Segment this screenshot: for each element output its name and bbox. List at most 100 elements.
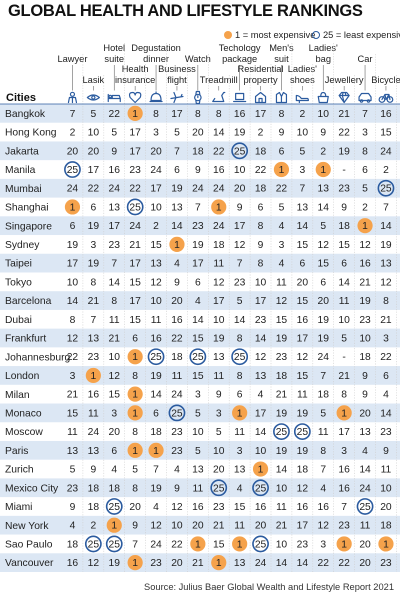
rank-cell: 7 xyxy=(383,202,389,213)
rank-cell: 12 xyxy=(380,277,392,288)
rank-cell: 11 xyxy=(192,483,203,494)
least-expensive-marker xyxy=(252,479,269,497)
rank-cell: 15 xyxy=(192,334,204,345)
rank-cell: 11 xyxy=(88,408,99,419)
house-icon xyxy=(254,91,267,104)
rank-cell: 14 xyxy=(359,465,371,476)
rank-cell: 25 xyxy=(150,352,162,363)
row-band xyxy=(0,104,400,123)
legend-most-label: 1 = most expensive xyxy=(235,30,316,40)
cities-header: Cities xyxy=(6,92,36,104)
rank-cell: 18 xyxy=(192,146,204,157)
rank-cell: 14 xyxy=(276,558,288,569)
rank-cell: 3 xyxy=(320,539,326,550)
rank-cell: 6 xyxy=(132,334,138,345)
rank-cell: 14 xyxy=(338,277,350,288)
most-expensive-marker xyxy=(252,461,269,477)
rank-cell: 10 xyxy=(171,521,183,532)
rank-cell: 15 xyxy=(150,240,162,251)
rank-cell: 5 xyxy=(299,146,305,157)
rank-cell: 8 xyxy=(132,427,138,438)
column-header-label: shoes xyxy=(290,75,315,85)
rank-cell: 14 xyxy=(255,334,267,345)
city-name: Johannesburg xyxy=(5,352,71,363)
rank-cell: 20 xyxy=(318,296,330,307)
rank-cell: 9 xyxy=(90,465,96,476)
rank-cell: 3 xyxy=(90,240,96,251)
column-header-bicycle: Bicycle xyxy=(371,75,400,85)
legend-most: 1 = most expensive xyxy=(224,30,315,40)
column-header-label: Business xyxy=(158,64,196,74)
rank-cell: 15 xyxy=(338,240,350,251)
rank-cell: 20 xyxy=(380,502,392,513)
rank-cell: 1 xyxy=(237,539,243,550)
rank-cell: 1 xyxy=(132,558,138,569)
rank-cell: 17 xyxy=(129,296,141,307)
city-name: Zurich xyxy=(5,465,34,476)
column-header-label: Ladies' xyxy=(309,43,338,53)
rank-cell: 23 xyxy=(129,165,141,176)
rank-cell: 15 xyxy=(109,390,121,401)
rank-cell: 9 xyxy=(216,390,222,401)
rank-cell: 13 xyxy=(380,259,392,270)
column-header-label: Lawyer xyxy=(57,54,87,64)
rank-cell: 1 xyxy=(341,539,347,550)
row-band xyxy=(0,328,400,348)
rank-cell: 12 xyxy=(171,502,183,513)
rank-cell: 9 xyxy=(341,202,347,213)
rank-cell: 11 xyxy=(381,465,392,476)
most-expensive-marker xyxy=(169,236,185,252)
suit-icon xyxy=(275,91,288,104)
most-expensive-marker xyxy=(273,161,290,178)
rank-cell: 16 xyxy=(255,502,267,513)
rank-cell: 18 xyxy=(109,483,121,494)
rank-cell: 1 xyxy=(132,408,138,419)
rank-cell: 8 xyxy=(153,109,159,120)
rank-cell: 18 xyxy=(171,352,183,363)
rank-cell: 12 xyxy=(234,240,246,251)
rank-cell: 23 xyxy=(359,315,371,326)
rank-cell: 13 xyxy=(297,202,309,213)
rank-cell: 9 xyxy=(258,240,264,251)
rank-cell: 12 xyxy=(213,277,225,288)
rank-cell: 4 xyxy=(195,296,201,307)
least-expensive-marker xyxy=(147,348,165,366)
rank-cell: 4 xyxy=(383,390,389,401)
rank-cell: 22 xyxy=(171,334,183,345)
rank-cell: 21 xyxy=(338,109,350,120)
column-header-watch: Watch xyxy=(185,54,211,64)
rank-cell: 20 xyxy=(109,427,121,438)
dinner-icon xyxy=(149,91,163,103)
rank-cell: 15 xyxy=(380,128,392,139)
city-name: Mexico City xyxy=(5,483,59,494)
most-expensive-marker xyxy=(127,405,143,421)
column-header-label: Techology xyxy=(219,43,261,53)
rank-cell: 18 xyxy=(150,427,162,438)
rank-cell: 10 xyxy=(255,446,267,457)
rank-cell: 5 xyxy=(111,128,117,139)
rank-cell: 19 xyxy=(276,334,288,345)
rank-cell: 16 xyxy=(380,109,392,120)
rank-cell: 9 xyxy=(320,128,326,139)
least-expensive-marker xyxy=(189,348,207,366)
rank-cell: 22 xyxy=(338,128,350,139)
rank-cell: 23 xyxy=(150,558,162,569)
rank-cell: 19 xyxy=(297,408,309,419)
rank-cell: 2 xyxy=(258,128,264,139)
rank-cell: 7 xyxy=(362,109,368,120)
rank-cell: 18 xyxy=(318,390,330,401)
rank-cell: 22 xyxy=(255,165,267,176)
rank-cell: 5 xyxy=(90,109,96,120)
rank-cell: 9 xyxy=(362,371,368,382)
rank-cell: 3 xyxy=(153,128,159,139)
column-header-label: Treadmill xyxy=(200,75,238,85)
rank-cell: 11 xyxy=(339,296,350,307)
rank-cell: 8 xyxy=(279,109,285,120)
rank-cell: 11 xyxy=(234,427,245,438)
most-expensive-marker xyxy=(315,161,331,178)
city-name: Vancouver xyxy=(5,558,54,569)
rank-cell: 15 xyxy=(234,502,246,513)
rank-cell: 11 xyxy=(213,259,224,270)
rank-cell: 10 xyxy=(297,128,309,139)
rank-cell: 7 xyxy=(237,259,243,270)
